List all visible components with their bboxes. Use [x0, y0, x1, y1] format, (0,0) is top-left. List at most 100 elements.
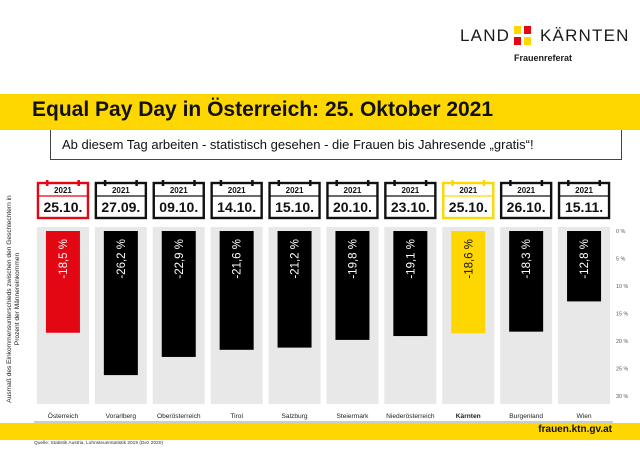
- calendar-ring: [335, 180, 338, 186]
- bar-value-label: -18,6 %: [463, 239, 475, 279]
- calendar-date: 26.10.: [507, 199, 546, 215]
- bar-value-label: -21,2 %: [290, 239, 302, 279]
- y-tick-label: 10 %: [616, 284, 628, 290]
- bar: [393, 231, 428, 337]
- logo-square-red: [514, 37, 521, 45]
- bar: [509, 231, 544, 332]
- calendar-year: 2021: [401, 186, 419, 195]
- website-link[interactable]: frauen.ktn.gv.at: [538, 424, 612, 435]
- bar: [103, 231, 138, 376]
- bar: [277, 231, 312, 348]
- calendar-ring: [309, 180, 312, 186]
- calendar-date: 14.10.: [217, 199, 256, 215]
- calendar-card: [326, 181, 379, 220]
- y-tick-label: 5 %: [616, 257, 625, 263]
- bar: [219, 231, 254, 350]
- bar-value-label: -21,6 %: [232, 239, 244, 279]
- state-label: Tirol: [230, 413, 243, 420]
- calendar-ring: [193, 180, 196, 186]
- calendar-year: 2021: [54, 186, 72, 195]
- calendar-date: 27.09.: [101, 199, 140, 215]
- calendar-year: 2021: [170, 186, 188, 195]
- coat-of-arms-icon: [514, 26, 532, 46]
- calendar-card: [152, 181, 205, 220]
- land-kaernten-logo: LAND KÄRNTEN Frauenreferat: [452, 26, 628, 74]
- state-label: Vorarlberg: [106, 413, 137, 420]
- calendar-date: 23.10.: [391, 199, 430, 215]
- bar: [335, 231, 370, 340]
- y-tick-label: 0 %: [616, 229, 625, 235]
- calendar-ring: [540, 180, 544, 186]
- calendar-year: 2021: [344, 186, 362, 195]
- y-tick-label: 20 %: [616, 339, 628, 345]
- page-subtitle: Ab diesem Tag arbeiten - statistisch ges…: [62, 137, 534, 152]
- bar: [451, 231, 486, 334]
- calendar-year: 2021: [575, 186, 593, 195]
- calendar-ring: [393, 180, 396, 186]
- y-tick-label: 15 %: [616, 312, 628, 318]
- calendar-ring: [77, 180, 80, 186]
- state-label: Steiermark: [337, 413, 370, 420]
- bar: [567, 231, 602, 302]
- calendar-ring: [135, 180, 138, 186]
- state-label: Wien: [577, 413, 592, 420]
- bar: [45, 231, 80, 333]
- calendar-date: 20.10.: [333, 199, 372, 215]
- calendar-year: 2021: [459, 186, 477, 195]
- footer-band: [0, 423, 640, 440]
- calendar-date: 25.10.: [43, 199, 82, 215]
- calendar-ring: [509, 180, 512, 186]
- state-label: Burgenland: [509, 413, 543, 420]
- calendar-year: 2021: [286, 186, 304, 195]
- calendar-ring: [251, 180, 254, 186]
- calendar-card: [499, 181, 553, 220]
- calendar-ring: [482, 180, 486, 186]
- page-title: Equal Pay Day in Österreich: 25. Oktober…: [32, 98, 494, 121]
- calendar-card: [268, 181, 321, 220]
- calendar-ring: [366, 180, 370, 186]
- bar-value-label: -12,8 %: [579, 239, 591, 279]
- calendar-card: [557, 181, 611, 220]
- logo-word-kaernten: KÄRNTEN: [540, 26, 630, 45]
- state-label: Salzburg: [282, 413, 308, 420]
- logo-subtitle: Frauenreferat: [514, 53, 573, 63]
- calendar-ring: [103, 180, 107, 186]
- calendar-ring: [567, 180, 570, 186]
- calendar-ring: [424, 180, 428, 186]
- logo-square-red: [524, 26, 531, 34]
- calendar-card: [36, 181, 90, 220]
- logo-word-land: LAND: [460, 26, 511, 45]
- calendar-date: 15.10.: [275, 199, 314, 215]
- bar-value-label: -19,1 %: [405, 239, 417, 279]
- state-label: Österreich: [48, 412, 79, 420]
- calendar-card: [94, 181, 148, 220]
- calendar-card: [442, 181, 495, 220]
- calendar-date: 25.10.: [449, 199, 488, 215]
- state-label: Oberösterreich: [157, 413, 201, 420]
- bar-value-label: -26,2 %: [116, 239, 128, 279]
- calendar-ring: [45, 180, 49, 186]
- calendar-date: 15.11.: [565, 199, 603, 215]
- state-label: Niederösterreich: [386, 413, 435, 420]
- calendar-year: 2021: [112, 186, 130, 195]
- bar-value-label: -22,9 %: [174, 239, 186, 279]
- calendar-ring: [451, 180, 454, 186]
- calendar-ring: [161, 180, 165, 186]
- calendar-card: [210, 181, 263, 220]
- bar: [161, 231, 196, 357]
- y-tick-label: 25 %: [616, 367, 628, 373]
- source-note: Quelle: Statistik Austria, Lohnsteuersta…: [34, 441, 164, 446]
- subtitle-box: [50, 130, 622, 160]
- title-banner: [0, 94, 640, 130]
- calendar-card: [384, 181, 437, 220]
- calendar-ring: [598, 180, 602, 186]
- calendar-ring: [277, 180, 281, 186]
- logo-square-yellow: [514, 26, 521, 34]
- y-tick-label: 30 %: [616, 394, 628, 400]
- state-label: Kärnten: [456, 413, 481, 420]
- bar-value-label: -18,3 %: [521, 239, 533, 279]
- logo-square-yellow: [524, 37, 531, 45]
- calendar-date: 09.10.: [159, 199, 198, 215]
- calendar-year: 2021: [517, 186, 535, 195]
